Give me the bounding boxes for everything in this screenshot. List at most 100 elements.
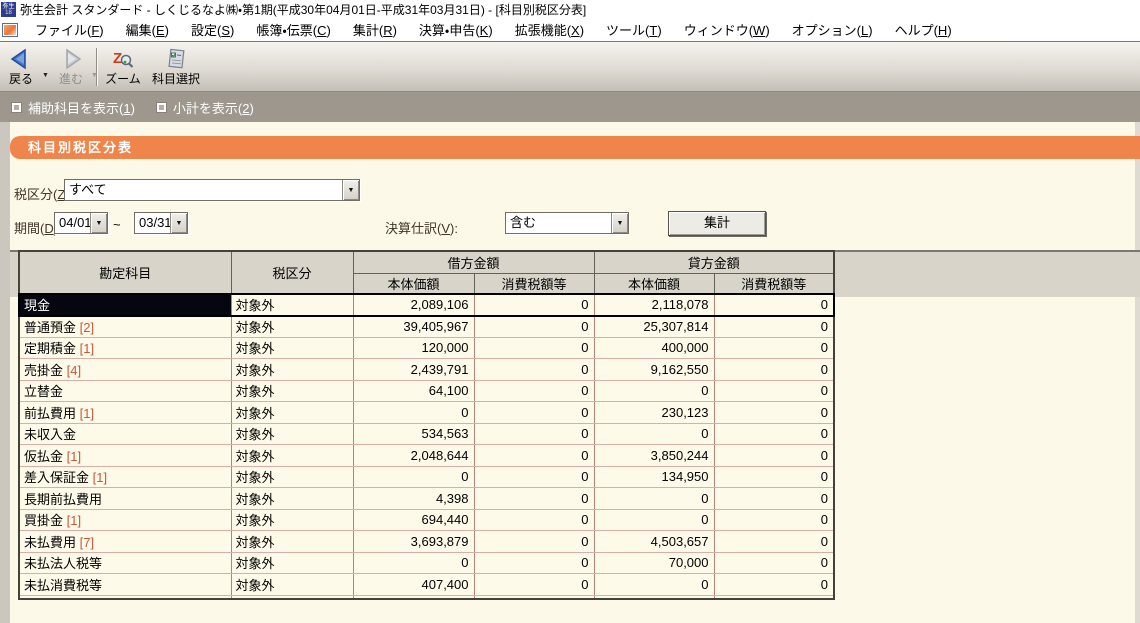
credit-base-cell[interactable]: 0 [594, 423, 715, 445]
tax-class-cell[interactable]: 対象外 [231, 380, 354, 402]
debit-base-cell[interactable]: 694,440 [353, 509, 475, 531]
dropdown-arrow-icon[interactable]: ▼ [611, 213, 628, 233]
credit-tax-cell[interactable]: 0 [714, 401, 835, 424]
table-row[interactable]: 前払費用 [1] 対象外 0 0 230,123 0 [19, 401, 835, 424]
child-window-icon[interactable] [2, 22, 18, 37]
table-row[interactable]: 未収入金 対象外 534,563 0 0 0 [19, 423, 835, 445]
tax-class-cell[interactable]: 対象外 [231, 401, 354, 424]
credit-tax-cell[interactable]: 0 [714, 573, 835, 596]
tax-class-cell[interactable]: 対象外 [231, 487, 354, 510]
tax-class-cell[interactable]: 対象外 [231, 444, 354, 467]
debit-tax-cell[interactable]: 0 [474, 573, 595, 596]
period-from-combobox[interactable]: 04/01 ▼ [54, 212, 108, 234]
menu-item[interactable]: ツール(T) [606, 23, 662, 38]
credit-base-cell[interactable]: 0 [594, 509, 715, 531]
credit-tax-cell[interactable]: 0 [714, 487, 835, 510]
credit-tax-cell[interactable]: 0 [714, 530, 835, 553]
credit-base-cell[interactable]: 0 [594, 573, 715, 596]
credit-tax-cell[interactable]: 0 [714, 337, 835, 359]
credit-tax-cell[interactable]: 0 [714, 552, 835, 574]
table-row[interactable]: 仮払金 [1] 対象外 2,048,644 0 3,850,244 0 [19, 444, 835, 467]
tax-class-cell[interactable]: 対象外 [231, 573, 354, 596]
credit-base-cell[interactable]: 9,162,550 [594, 358, 715, 381]
account-cell[interactable]: 未払消費税等 [19, 573, 232, 596]
debit-base-cell[interactable]: 2,048,644 [353, 444, 475, 467]
account-select-button[interactable]: 科目選択 [146, 47, 206, 86]
credit-tax-cell[interactable]: 0 [714, 293, 835, 317]
credit-base-cell[interactable]: 400,000 [594, 337, 715, 359]
dropdown-arrow-icon[interactable]: ▼ [342, 180, 359, 200]
debit-tax-cell[interactable]: 0 [474, 337, 595, 359]
debit-base-cell[interactable]: 3,693,879 [353, 530, 475, 553]
aggregate-button[interactable]: 集計 [668, 211, 766, 236]
debit-tax-cell[interactable]: 0 [474, 358, 595, 381]
credit-base-cell[interactable]: 25,307,814 [594, 315, 715, 338]
dropdown-arrow-icon[interactable]: ▼ [90, 213, 107, 233]
credit-base-cell[interactable]: 2,118,078 [594, 293, 715, 317]
credit-base-cell[interactable]: 3,850,244 [594, 444, 715, 467]
account-cell[interactable]: 現金 [18, 293, 232, 317]
account-cell[interactable]: 仮払金 [1] [19, 444, 232, 467]
credit-base-cell[interactable]: 134,950 [594, 466, 715, 488]
menu-item[interactable]: 設定(S) [191, 23, 235, 38]
menu-item[interactable]: 集計(R) [352, 23, 397, 38]
debit-base-cell[interactable]: 2,089,106 [353, 293, 475, 317]
tax-class-cell[interactable]: 対象外 [231, 466, 354, 488]
debit-base-cell[interactable]: 0 [353, 552, 475, 574]
menu-item[interactable]: 拡張機能(X) [514, 23, 585, 38]
tax-class-cell[interactable]: 対象外 [231, 423, 354, 445]
tax-class-cell[interactable]: 対象外 [231, 530, 354, 553]
tax-class-cell[interactable]: 対象外 [231, 315, 354, 338]
account-cell[interactable]: 買掛金 [1] [19, 509, 232, 531]
debit-tax-cell[interactable]: 0 [474, 487, 595, 510]
tax-class-cell[interactable]: 対象外 [231, 552, 354, 574]
table-row[interactable]: 長期前払費用 対象外 4,398 0 0 0 [19, 487, 835, 510]
account-cell[interactable]: 売掛金 [4] [19, 358, 232, 381]
dropdown-arrow-icon[interactable]: ▼ [170, 213, 187, 233]
debit-base-cell[interactable]: 2,439,791 [353, 358, 475, 381]
debit-base-cell[interactable]: 0 [353, 466, 475, 488]
checkbox[interactable] [12, 102, 21, 112]
credit-base-cell[interactable]: 0 [594, 487, 715, 510]
debit-tax-cell[interactable]: 0 [474, 444, 595, 467]
period-to-combobox[interactable]: 03/31 ▼ [134, 212, 188, 234]
account-cell[interactable]: 立替金 [19, 380, 232, 402]
debit-base-cell[interactable]: 64,100 [353, 380, 475, 402]
tax-class-cell[interactable]: 対象外 [231, 337, 354, 359]
menu-item[interactable]: ヘルプ(H) [894, 23, 952, 38]
account-cell[interactable]: 長期前払費用 [19, 487, 232, 510]
table-row[interactable]: 買掛金 [1] 対象外 694,440 0 0 0 [19, 509, 835, 531]
forward-button[interactable]: 進む [52, 47, 90, 86]
menu-item[interactable]: 帳簿・伝票(C) [256, 23, 331, 38]
debit-base-cell[interactable]: 4,398 [353, 487, 475, 510]
debit-tax-cell[interactable]: 0 [474, 530, 595, 553]
account-cell[interactable]: 普通預金 [2] [19, 315, 232, 338]
table-row[interactable]: 未払消費税等 対象外 407,400 0 0 0 [19, 573, 835, 596]
debit-base-cell[interactable]: 39,405,967 [353, 315, 475, 338]
checkbox-option[interactable]: 小計を表示(2) [156, 98, 254, 117]
debit-tax-cell[interactable]: 0 [474, 315, 595, 338]
credit-tax-cell[interactable]: 0 [714, 380, 835, 402]
credit-base-cell[interactable]: 70,000 [594, 552, 715, 574]
credit-tax-cell[interactable]: 0 [714, 358, 835, 381]
debit-base-cell[interactable]: 120,000 [353, 337, 475, 359]
credit-tax-cell[interactable]: 0 [714, 315, 835, 338]
zoom-button[interactable]: Z ズーム [101, 47, 145, 86]
back-button[interactable]: 戻る [2, 47, 40, 86]
tax-class-cell[interactable]: 対象外 [231, 509, 354, 531]
table-row[interactable]: 普通預金 [2] 対象外 39,405,967 0 25,307,814 0 [19, 315, 835, 338]
menu-item[interactable]: オプション(L) [791, 23, 873, 38]
debit-tax-cell[interactable]: 0 [474, 466, 595, 488]
table-row[interactable]: 現金 対象外 2,089,106 0 2,118,078 0 [18, 293, 835, 317]
table-row[interactable]: 定期積金 [1] 対象外 120,000 0 400,000 0 [19, 337, 835, 359]
debit-base-cell[interactable]: 407,400 [353, 573, 475, 596]
account-cell[interactable]: 前払費用 [1] [19, 401, 232, 424]
credit-tax-cell[interactable]: 0 [714, 444, 835, 467]
menu-item[interactable]: 決算・申告(K) [418, 23, 493, 38]
debit-tax-cell[interactable]: 0 [474, 509, 595, 531]
credit-base-cell[interactable]: 4,503,657 [594, 530, 715, 553]
account-cell[interactable]: 未収入金 [19, 423, 232, 445]
tax-class-cell[interactable]: 対象外 [231, 358, 354, 381]
debit-tax-cell[interactable]: 0 [474, 423, 595, 445]
table-row[interactable]: 差入保証金 [1] 対象外 0 0 134,950 0 [19, 466, 835, 488]
